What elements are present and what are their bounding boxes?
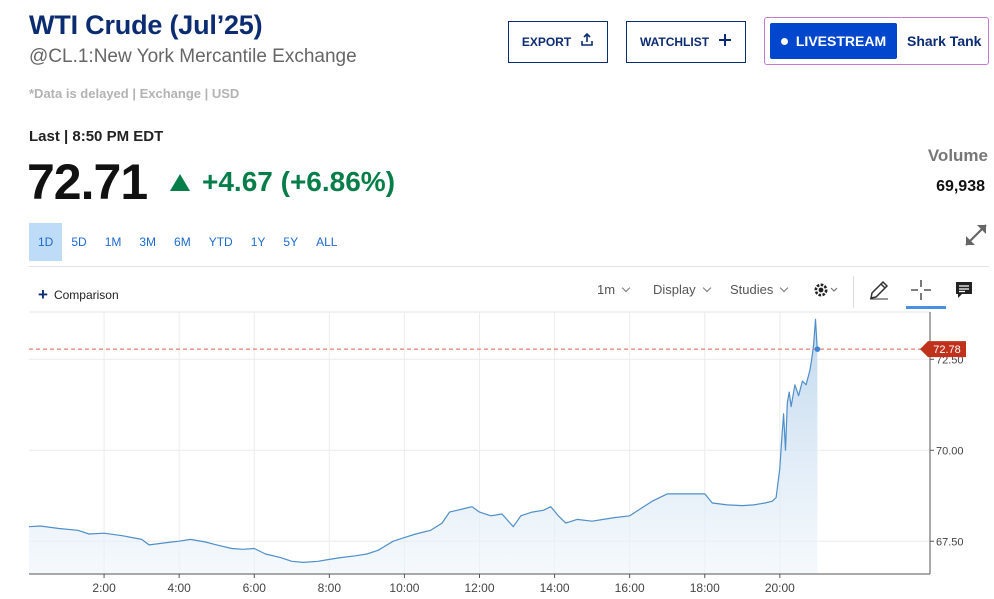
- livestream-button[interactable]: LIVESTREAM: [770, 23, 897, 59]
- x-tick-label: 4:00: [167, 581, 191, 595]
- y-tick-label: 67.50: [936, 536, 964, 548]
- header-divider: [29, 266, 989, 267]
- price-change-value: +4.67 (+6.86%): [202, 166, 396, 197]
- last-point-marker: [814, 346, 821, 352]
- y-tick-label: 72.50: [936, 354, 964, 366]
- range-tab-1m[interactable]: 1M: [104, 235, 122, 249]
- interval-label: 1m: [597, 282, 616, 297]
- x-tick-label: 10:00: [389, 581, 419, 595]
- range-tab-5d[interactable]: 5D: [71, 235, 87, 249]
- range-tab-6m[interactable]: 6M: [174, 235, 191, 249]
- interval-dropdown[interactable]: 1m: [597, 282, 631, 297]
- time-range-tabs: 1D 5D 1M 3M 6M YTD 1Y 5Y ALL: [29, 223, 346, 261]
- last-price: 72.71: [27, 154, 148, 210]
- range-tab-1y[interactable]: 1Y: [250, 235, 266, 249]
- price-area-fill: [29, 319, 818, 574]
- share-upload-icon: [580, 32, 594, 51]
- volume-value: 69,938: [936, 178, 985, 195]
- display-label: Display: [653, 282, 696, 297]
- comparison-button[interactable]: + Comparison: [38, 286, 119, 303]
- range-tab-3m[interactable]: 3M: [139, 235, 157, 249]
- x-tick-label: 6:00: [243, 581, 267, 595]
- comment-icon[interactable]: [952, 278, 976, 302]
- crosshair-active-indicator: [906, 306, 946, 309]
- page-title: WTI Crude (Jul’25): [29, 10, 263, 40]
- plus-icon: [718, 33, 732, 51]
- x-tick-label: 2:00: [92, 581, 116, 595]
- x-tick-label: 8:00: [318, 581, 342, 595]
- crosshair-icon[interactable]: [909, 278, 933, 302]
- chevron-down-icon: [780, 283, 789, 293]
- gear-icon[interactable]: [812, 280, 838, 300]
- range-tab-1d[interactable]: 1D: [29, 223, 63, 261]
- live-dot-icon: [780, 37, 788, 45]
- volume-label: Volume: [927, 146, 988, 165]
- livestream-widget: LIVESTREAM Shark Tank: [764, 17, 989, 65]
- chevron-down-icon: [621, 283, 631, 293]
- range-tab-5y[interactable]: 5Y: [283, 235, 299, 249]
- export-button[interactable]: EXPORT: [508, 21, 608, 63]
- price-line: [28, 318, 818, 563]
- delayed-note: *Data is delayed | Exchange | USD: [29, 86, 240, 101]
- x-tick-label: 12:00: [464, 581, 494, 595]
- livestream-show-link[interactable]: Shark Tank: [907, 33, 982, 49]
- exchange-subtitle: @CL.1:New York Mercantile Exchange: [29, 46, 357, 67]
- studies-label: Studies: [730, 282, 774, 297]
- studies-dropdown[interactable]: Studies: [730, 282, 789, 297]
- chevron-down-icon: [702, 283, 711, 293]
- watchlist-button[interactable]: WATCHLIST: [626, 21, 746, 63]
- livestream-label: LIVESTREAM: [795, 33, 887, 49]
- last-trade-label: Last | 8:50 PM EDT: [29, 128, 164, 145]
- export-label: EXPORT: [521, 35, 572, 49]
- comparison-label: Comparison: [53, 287, 119, 302]
- range-tab-all[interactable]: ALL: [316, 235, 338, 249]
- range-tab-ytd[interactable]: YTD: [208, 235, 233, 249]
- up-triangle-icon: [170, 173, 190, 191]
- watchlist-label: WATCHLIST: [639, 35, 710, 49]
- expand-arrows-icon[interactable]: [963, 222, 989, 248]
- x-tick-label: 18:00: [690, 581, 720, 595]
- current-price-tag: [920, 341, 966, 358]
- display-dropdown[interactable]: Display: [653, 282, 711, 297]
- price-change: +4.67 (+6.86%): [170, 166, 395, 198]
- plus-icon: +: [38, 285, 48, 304]
- y-tick-label: 70.00: [936, 445, 964, 457]
- x-tick-label: 16:00: [615, 581, 645, 595]
- pencil-icon[interactable]: [867, 278, 891, 302]
- x-tick-label: 14:00: [540, 581, 570, 595]
- current-price-tag-label: 72.78: [933, 344, 961, 356]
- x-tick-label: 20:00: [765, 581, 795, 595]
- toolbar-separator: [853, 276, 854, 308]
